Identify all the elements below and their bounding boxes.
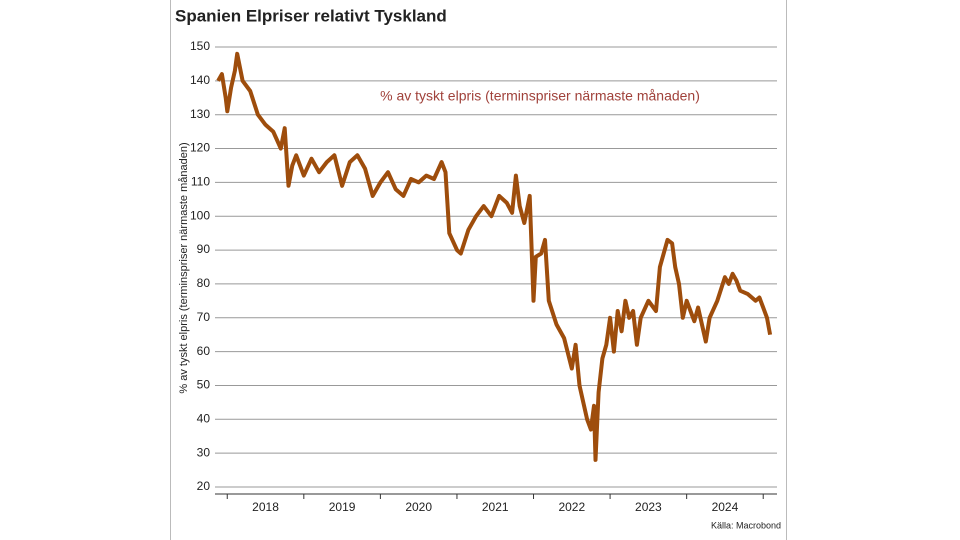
y-tick-label: 50 <box>197 378 211 392</box>
x-tick-label: 2019 <box>329 500 356 514</box>
y-tick-label: 20 <box>197 479 211 493</box>
x-tick-label: 2020 <box>405 500 432 514</box>
x-tick-label: 2023 <box>635 500 662 514</box>
y-tick-label: 40 <box>197 411 211 425</box>
x-tick-label: 2024 <box>712 500 739 514</box>
y-tick-label: 60 <box>197 344 211 358</box>
y-tick-label: 90 <box>197 242 211 256</box>
y-axis-label: % av tyskt elpris (terminspriser närmast… <box>178 142 190 393</box>
y-tick-label: 140 <box>190 73 210 87</box>
annotation: % av tyskt elpris (terminspriser närmast… <box>380 88 700 104</box>
source: Källa: Macrobond <box>711 520 781 530</box>
y-tick-label: 130 <box>190 107 210 121</box>
y-tick-label: 70 <box>197 310 211 324</box>
y-tick-label: 150 <box>190 39 210 53</box>
data-line <box>216 51 773 462</box>
y-tick-label: 110 <box>191 175 210 189</box>
chart-title: Spanien Elpriser relativt Tyskland <box>175 6 447 25</box>
x-tick-label: 2022 <box>558 500 585 514</box>
y-tick-label: 30 <box>197 445 211 459</box>
y-tick-label: 100 <box>190 208 210 222</box>
x-tick-label: 2018 <box>252 500 279 514</box>
y-tick-label: 120 <box>190 141 210 155</box>
y-tick-label: 80 <box>197 276 211 290</box>
x-tick-label: 2021 <box>482 500 509 514</box>
